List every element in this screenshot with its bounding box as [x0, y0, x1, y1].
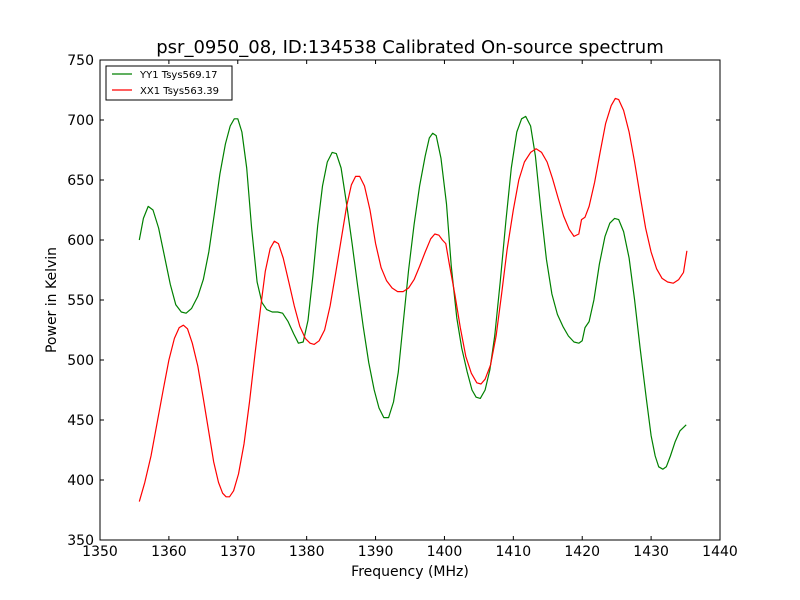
series-line-yy1 — [138, 115, 687, 470]
y-tick-label: 400 — [67, 473, 94, 489]
x-tick-label: 1370 — [220, 544, 256, 560]
tick-layer: 1350 1360 1370 1380 1390 1400 1410 1420 1430 1440… — [67, 53, 738, 560]
y-tick-label: 500 — [67, 353, 94, 369]
x-tick-label: 1360 — [151, 544, 187, 560]
plot-area — [100, 60, 720, 540]
chart-title: psr_0950_08, ID:134538 Calibrated On-sou… — [156, 37, 664, 58]
x-tick-label: 1350 — [82, 544, 118, 560]
x-tick-label: 1430 — [633, 544, 669, 560]
y-tick-label: 700 — [67, 113, 94, 129]
legend-label-yy1: YY1 Tsys569.17 — [139, 70, 218, 81]
y-tick-label: 750 — [67, 53, 94, 69]
y-tick-label: 600 — [67, 233, 94, 249]
series-line-xx1 — [138, 97, 688, 502]
legend: YY1 Tsys569.17 XX1 Tsys563.39 — [105, 65, 233, 101]
x-tick-label: 1380 — [289, 544, 325, 560]
y-tick-label: 550 — [67, 293, 94, 309]
legend-label-xx1: XX1 Tsys563.39 — [140, 86, 219, 97]
x-tick-label: 1420 — [564, 544, 600, 560]
y-tick-label: 450 — [67, 413, 94, 429]
legend-box — [105, 65, 233, 101]
x-axis-label: Frequency (MHz) — [351, 564, 469, 580]
y-axis-label: Power in Kelvin — [44, 247, 60, 353]
plot-frame — [99, 59, 721, 541]
y-tick-label: 350 — [67, 533, 94, 549]
series-layer — [138, 97, 688, 502]
x-tick-label: 1440 — [702, 544, 738, 560]
y-tick-label: 650 — [67, 173, 94, 189]
x-tick-label: 1410 — [496, 544, 532, 560]
x-tick-label: 1390 — [358, 544, 394, 560]
x-tick-label: 1400 — [427, 544, 463, 560]
